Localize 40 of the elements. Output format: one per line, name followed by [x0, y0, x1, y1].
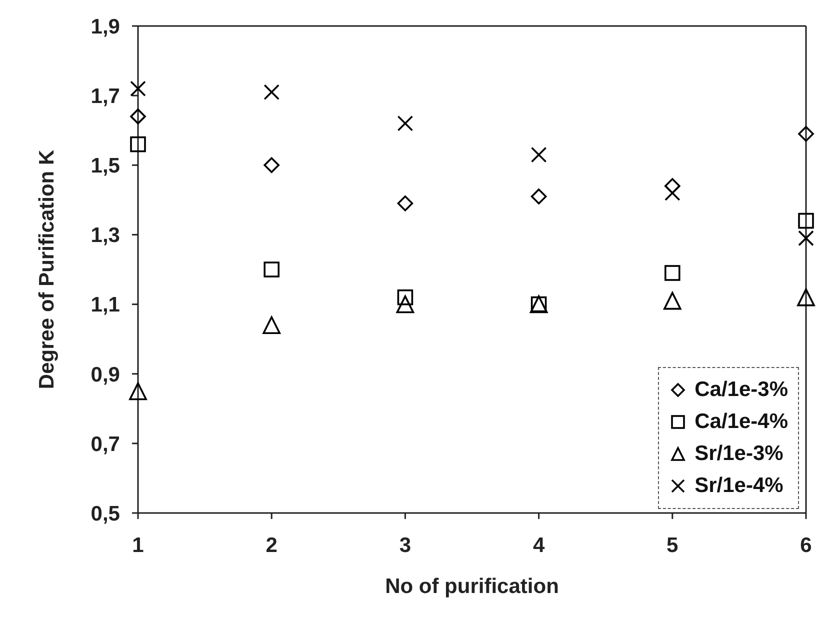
y-tick-label: 1,1: [90, 294, 120, 317]
point: [264, 262, 280, 278]
x-tick-label: 5: [666, 534, 679, 557]
x-tick-label: 2: [266, 534, 278, 557]
point: [397, 116, 414, 132]
x-tick-label: 6: [800, 534, 812, 557]
y-tick-label: 0,5: [90, 502, 120, 526]
point: [798, 212, 814, 229]
x-tick-label: 4: [532, 534, 545, 557]
point: [130, 80, 146, 97]
y-axis-title: Degree of Purification K: [35, 150, 58, 390]
point: [396, 295, 414, 314]
legend-label: Ca/1e-3%: [694, 378, 788, 402]
x-axis-title: No of purification: [385, 575, 559, 598]
y-tick-label: 0,7: [90, 432, 120, 456]
point: [664, 265, 680, 281]
y-tick-label: 0,9: [90, 363, 120, 386]
point: [797, 288, 815, 306]
y-tick-label: 1,9: [90, 15, 120, 38]
point: [530, 188, 547, 204]
legend-label: Sr/1e-3%: [694, 442, 784, 466]
point: [798, 126, 814, 142]
y-tick-label: 1,3: [90, 224, 120, 248]
x-tick-label: 1: [132, 534, 144, 557]
point: [264, 157, 280, 174]
y-tick-label: 1,7: [90, 85, 120, 108]
point: [530, 146, 547, 163]
point: [130, 108, 146, 124]
point: [397, 289, 414, 306]
point: [798, 230, 814, 246]
point: [129, 382, 147, 400]
x-tick-label: 3: [399, 534, 412, 557]
legend-label: Ca/1e-4%: [694, 410, 788, 434]
point: [397, 196, 414, 212]
point: [130, 136, 146, 152]
legend-label: Sr/1e-4%: [694, 474, 784, 498]
point: [264, 84, 280, 100]
y-tick-label: 1,5: [90, 154, 120, 178]
point: [262, 316, 280, 334]
point: [664, 292, 682, 310]
